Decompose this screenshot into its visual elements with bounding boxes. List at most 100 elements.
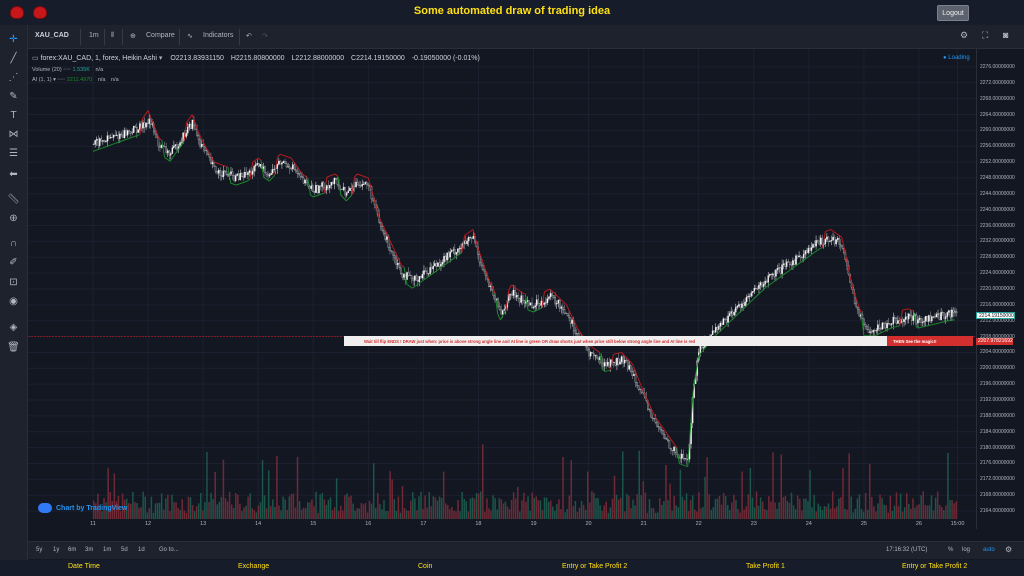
ai-line-segment (792, 265, 796, 269)
legend-dropdown-icon[interactable]: ▾ (158, 55, 165, 62)
price-chart[interactable]: 11 12 13 14 15 16 17 18 19 20 21 22 23 24 25 26 15:00 (28, 49, 976, 529)
ai-dropdown-icon[interactable]: ▾ (53, 77, 56, 83)
prediction-icon[interactable]: ☰ (9, 148, 18, 159)
candle-body (548, 296, 550, 299)
zoom-icon[interactable]: ⊕ (9, 213, 18, 224)
ruler-icon[interactable]: 📏︎ (7, 194, 20, 205)
x-tick-label: 18 (475, 521, 481, 527)
candle-body (657, 426, 660, 428)
settings-gear-icon[interactable]: ⚙ (960, 30, 969, 40)
ai-line-segment (524, 293, 529, 311)
footer-date-time[interactable]: Date Time (68, 563, 100, 570)
volume-bar (123, 499, 126, 519)
back-arrow-icon[interactable]: ⬅ (9, 169, 18, 180)
ai-line-segment (682, 464, 686, 467)
fib-icon[interactable]: ⋰ (8, 72, 19, 83)
candle-body (466, 240, 468, 244)
clock-time[interactable]: 17:16:32 (UTC) (886, 547, 928, 553)
crosshair-icon[interactable]: ✛ (9, 34, 18, 45)
fullscreen-icon[interactable]: ⛶ (982, 30, 989, 40)
volume-controls-icon[interactable]: ▫▫▫▫ (63, 67, 73, 73)
brush-icon[interactable]: ✎ (9, 91, 18, 102)
lock-icon[interactable]: ⊡ (9, 277, 18, 288)
volume-bar (216, 504, 218, 519)
candle-body (136, 127, 138, 133)
footer-entry-tp2-right[interactable]: Entry or Take Profit 2 (902, 563, 968, 570)
volume-bar (418, 496, 420, 519)
range-1m[interactable]: 1m (103, 547, 112, 553)
candle-body (714, 327, 717, 333)
range-5d[interactable]: 5d (121, 547, 128, 553)
candle-body (220, 175, 223, 178)
ai-label[interactable]: AI (1, 1) (32, 77, 52, 83)
candle-body (163, 146, 166, 148)
legend-collapse-icon[interactable]: ▭ (32, 55, 41, 62)
ai-line-segment (530, 310, 534, 313)
goto-button[interactable]: Go to... (159, 547, 179, 553)
candle-body (245, 172, 248, 175)
ai-line-segment (714, 332, 719, 337)
volume-bar (169, 511, 171, 519)
volume-bar (239, 503, 241, 519)
ai-line-segment (334, 173, 339, 178)
ai-controls-icon[interactable]: ▫▫▫▫ (57, 77, 67, 83)
redo-icon[interactable]: ↷ (262, 33, 268, 40)
candle-body (464, 240, 467, 244)
ai-line-segment (780, 273, 785, 277)
range-1d[interactable]: 1d (138, 547, 145, 553)
range-3m[interactable]: 3m (85, 547, 94, 553)
volume-bar (772, 452, 774, 519)
text-icon[interactable]: T (10, 110, 17, 121)
percent-toggle[interactable]: % (948, 547, 954, 553)
volume-bar (710, 509, 712, 519)
volume-bar (475, 493, 478, 519)
range-5y[interactable]: 5y (36, 547, 43, 553)
legend-symbol[interactable]: forex:XAU_CAD, 1, forex, Heikin Ashi (40, 55, 157, 62)
chart-area[interactable]: 11 12 13 14 15 16 17 18 19 20 21 22 23 24 25 26 15:00 (28, 49, 976, 529)
pattern-icon[interactable]: ⋈ (8, 129, 19, 140)
price-axis[interactable]: 2276.00000000 2272.00000000 2268.00000000 2… (976, 49, 1024, 529)
logout-button[interactable]: Logout (937, 5, 969, 21)
volume-bar (140, 507, 142, 519)
symbol-search[interactable]: XAU_CAD (35, 32, 69, 39)
ai-line-segment (249, 162, 254, 180)
indicators-button[interactable]: Indicators (203, 32, 234, 39)
candle-body (546, 298, 549, 303)
trash-icon[interactable]: 🗑︎ (7, 342, 20, 353)
eye-icon[interactable]: ◉ (9, 296, 18, 307)
candle-body (400, 267, 402, 274)
ai-line-segment (604, 370, 608, 372)
footer-take-profit-1[interactable]: Take Profit 1 (746, 563, 785, 570)
range-6m[interactable]: 6m (68, 547, 77, 553)
candle-body (660, 429, 663, 431)
log-toggle[interactable]: log (962, 547, 971, 553)
candle-body (648, 408, 651, 411)
chart-style-icon[interactable]: ⫴ (111, 32, 114, 39)
volume-bar (914, 507, 916, 519)
trend-line-icon[interactable]: ╱ (10, 53, 17, 64)
candle-body (907, 313, 910, 320)
ai-line-segment (519, 290, 523, 294)
layers-icon[interactable]: ◈ (9, 322, 18, 333)
candle-body (497, 298, 499, 307)
magnet-icon[interactable]: ∩ (9, 238, 18, 249)
interval-button[interactable]: 1m (89, 32, 99, 39)
undo-icon[interactable]: ↶ (246, 33, 252, 40)
candle-body (952, 309, 955, 313)
axis-settings-gear-icon[interactable]: ⚙ (1005, 545, 1013, 554)
camera-icon[interactable]: ◙ (1003, 30, 1009, 40)
ai-line-segment (816, 248, 821, 251)
footer-coin[interactable]: Coin (418, 563, 433, 570)
candle-body (319, 185, 322, 187)
volume-bar (321, 492, 323, 519)
candle-body (173, 145, 175, 148)
footer-entry-tp2[interactable]: Entry or Take Profit 2 (562, 563, 628, 570)
auto-toggle[interactable]: auto (983, 547, 995, 553)
volume-label[interactable]: Volume (20) (32, 67, 62, 73)
lock-drawing-icon[interactable]: ✐ (9, 257, 18, 268)
compare-button[interactable]: Compare (146, 32, 175, 39)
volume-bar (930, 495, 933, 519)
footer-exchange[interactable]: Exchange (238, 563, 270, 570)
tradingview-watermark[interactable]: Chart by TradingView (38, 503, 127, 513)
range-1y[interactable]: 1y (53, 547, 60, 553)
